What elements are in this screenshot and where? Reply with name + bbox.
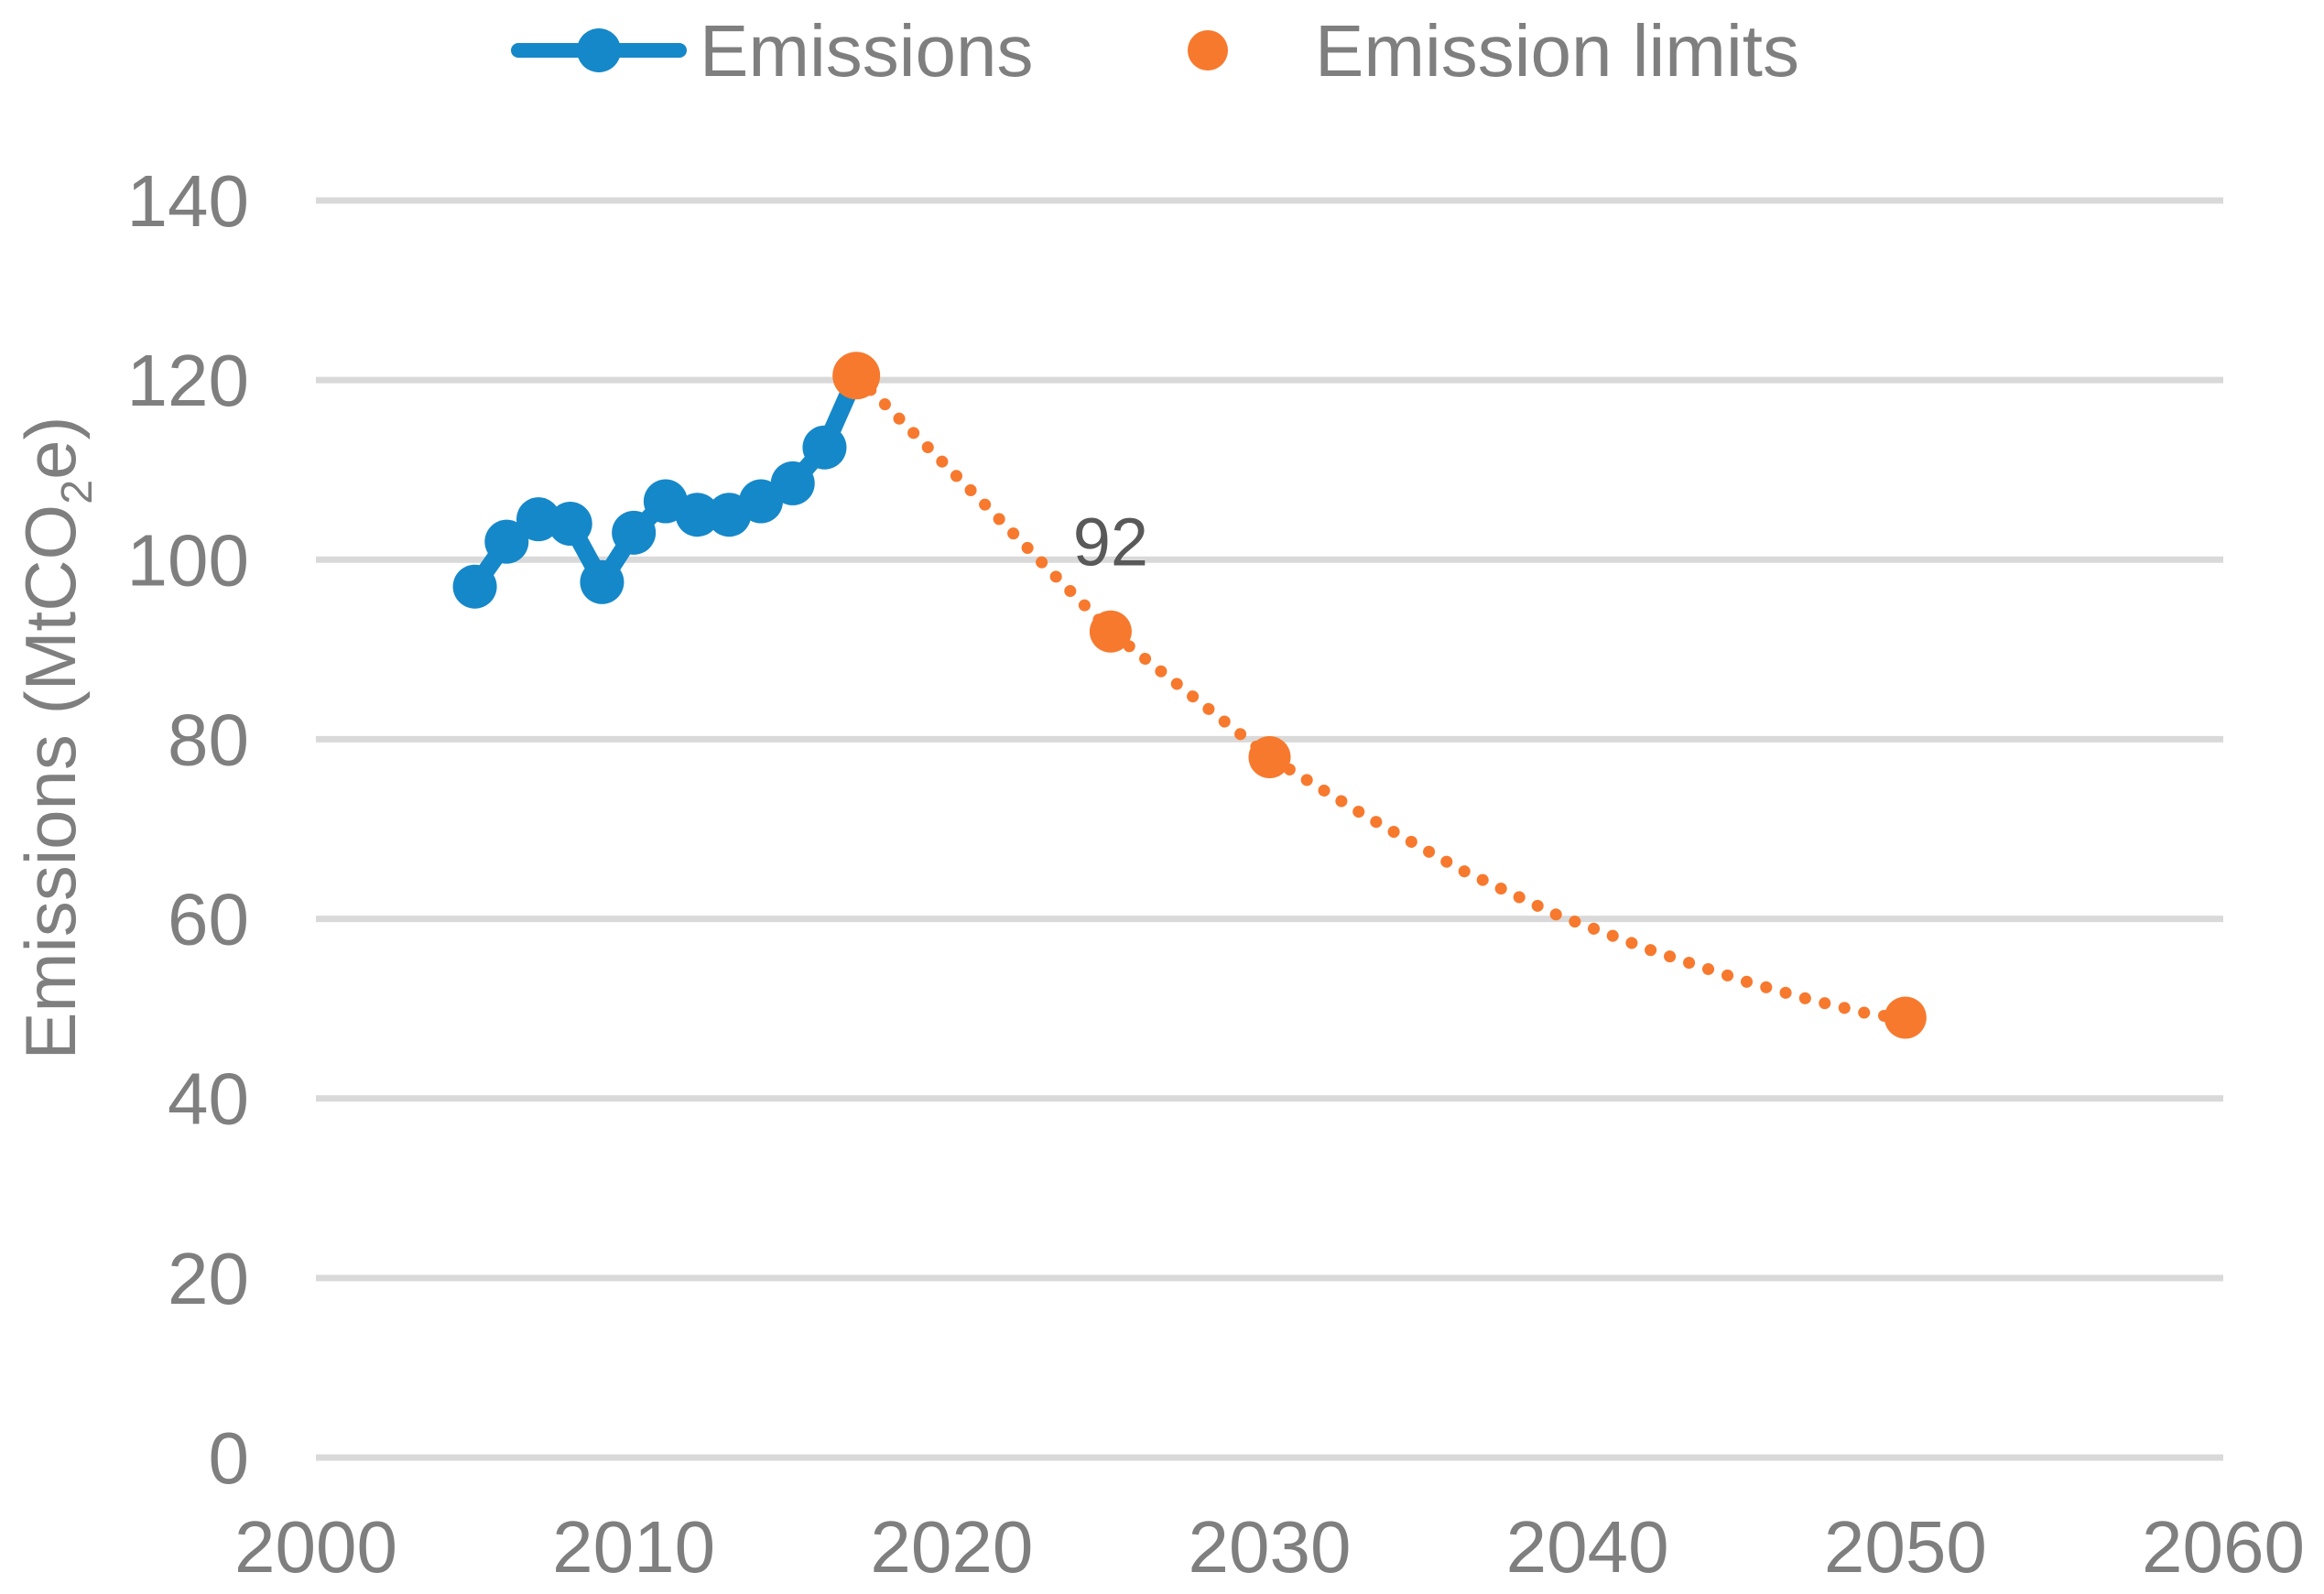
- legend-item-emissions: Emissions: [511, 10, 1034, 92]
- x-tick-2000: 2000: [234, 1506, 397, 1588]
- emission-limits-dotted-line: [850, 369, 1912, 1024]
- emissions-point-2009: [580, 559, 624, 604]
- emission-limits-legend-label: Emission limits: [1315, 10, 1799, 92]
- emissions-legend-marker: [577, 28, 621, 72]
- y-axis-title: Emissions (MtCO2e): [10, 417, 102, 1060]
- emissions-point-2012: [675, 493, 720, 537]
- x-tick-2060: 2060: [2142, 1506, 2305, 1588]
- y-tick-120: 120: [127, 340, 249, 421]
- emissions-point-2015: [770, 461, 815, 505]
- y-tick-100: 100: [127, 519, 249, 601]
- data-label-92: 92: [1073, 504, 1148, 580]
- emission-limit-point-2017: [832, 352, 881, 400]
- x-tick-2030: 2030: [1189, 1506, 1352, 1588]
- emissions-point-2010: [612, 510, 657, 555]
- emissions-point-2008: [548, 502, 592, 547]
- y-axis-tick-labels: 0 20 40 60 80 100 120 140: [127, 160, 249, 1499]
- y-tick-140: 140: [127, 160, 249, 242]
- y-tick-60: 60: [168, 879, 249, 960]
- emission-limit-point-2050: [1884, 996, 1927, 1039]
- emissions-point-2016: [802, 425, 847, 470]
- y-tick-0: 0: [209, 1417, 250, 1499]
- x-tick-2020: 2020: [870, 1506, 1033, 1588]
- x-tick-2050: 2050: [1824, 1506, 1987, 1588]
- y-tick-40: 40: [168, 1058, 249, 1140]
- y-tick-80: 80: [168, 699, 249, 780]
- emissions-legend-label: Emissions: [700, 10, 1034, 92]
- x-axis-tick-labels: 2000 2010 2020 2030 2040 2050 2060: [234, 1506, 2305, 1588]
- legend-item-emission-limits: Emission limits: [1188, 10, 1799, 92]
- emission-limits-legend-marker: [1188, 30, 1228, 70]
- data-labels: 92: [1073, 504, 1148, 580]
- emission-limit-point-2030: [1248, 736, 1291, 779]
- emission-limit-point-2025: [1089, 610, 1132, 653]
- x-tick-2010: 2010: [552, 1506, 715, 1588]
- emissions-point-2006: [484, 519, 529, 564]
- emissions-point-2005: [452, 564, 497, 609]
- x-tick-2040: 2040: [1506, 1506, 1669, 1588]
- plot-series: [452, 352, 1927, 1039]
- gridlines: [316, 197, 2223, 1461]
- y-tick-20: 20: [168, 1238, 249, 1319]
- y-axis-title-text: Emissions (MtCO2e): [10, 417, 102, 1060]
- legend: Emissions Emission limits: [511, 10, 1799, 92]
